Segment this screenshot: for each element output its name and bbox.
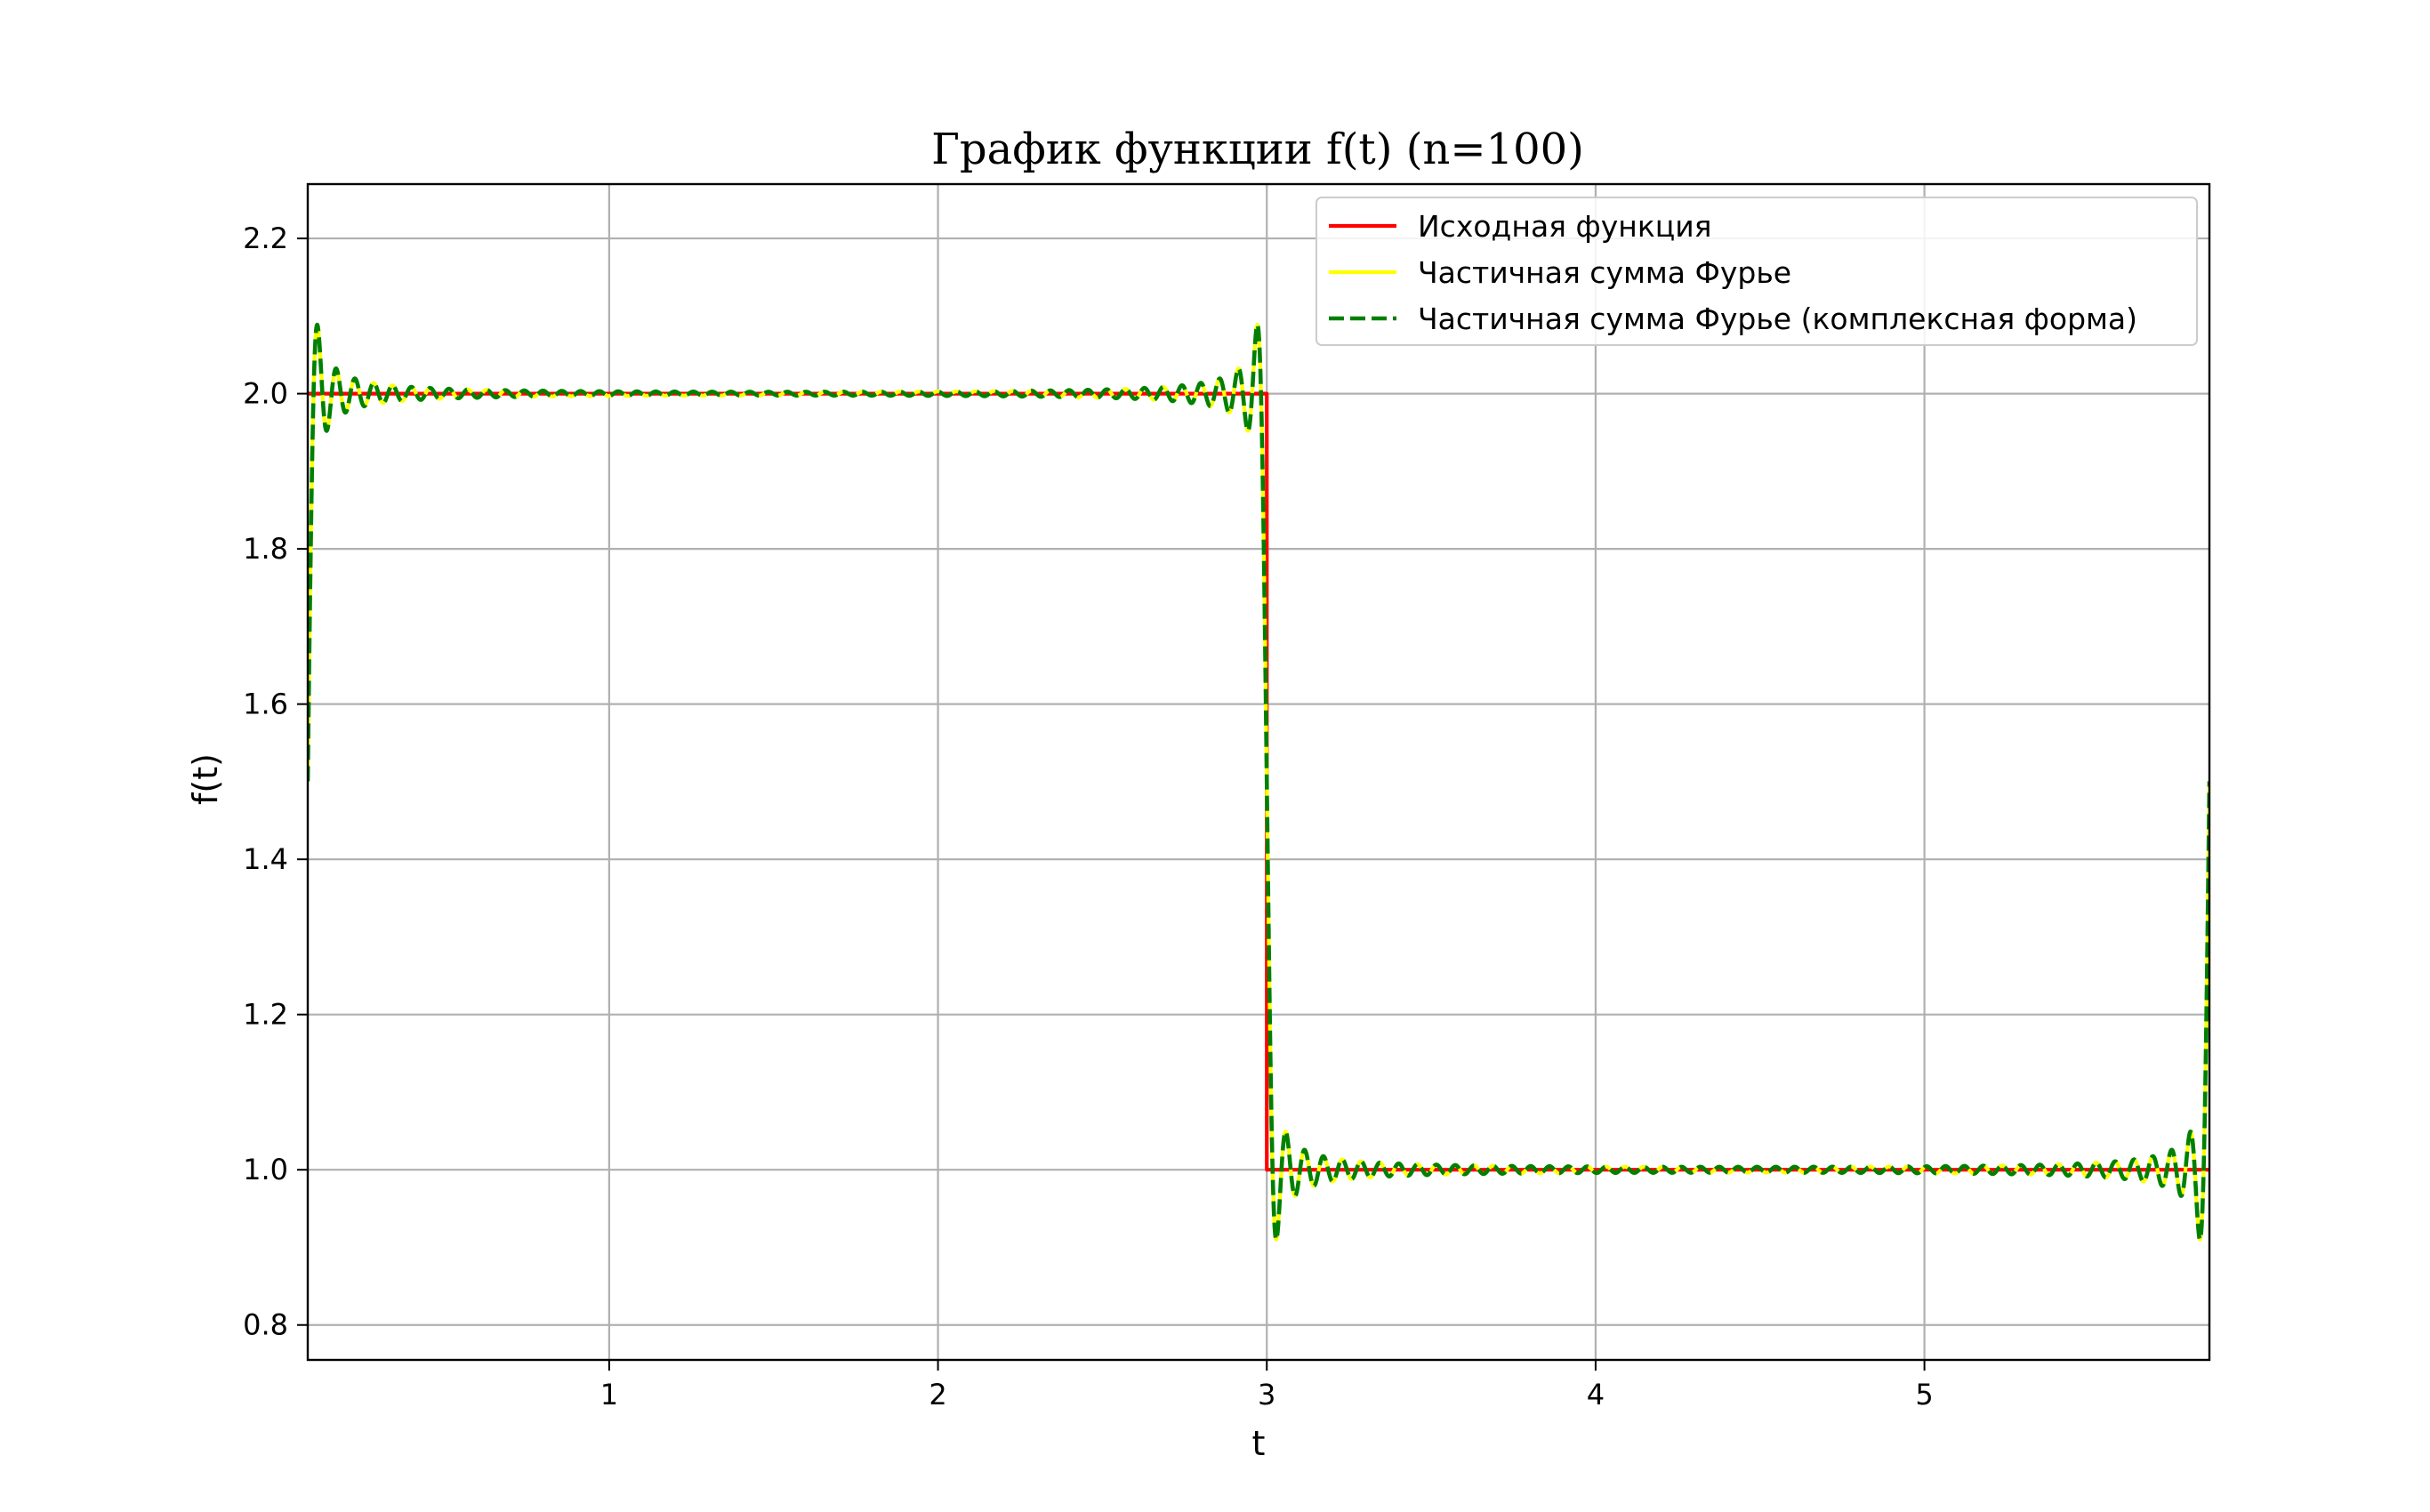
plot-area: 1 2 3 4 5 0.8 1.0 1.2 1.4 1.6 1.8 2.0 2.2 Исходная фу… [243, 182, 2211, 1411]
x-tick-label-3: 3 [1258, 1378, 1275, 1411]
series-group [308, 322, 2209, 1243]
x-tick-label-1: 1 [600, 1378, 618, 1411]
y-axis-label: f(t) [186, 753, 225, 805]
x-tick-label-2: 2 [929, 1378, 946, 1411]
series-line-3 [308, 322, 2209, 1243]
y-tick-label-1: 0.8 [243, 1308, 288, 1342]
legend: Исходная функция Частичная сумма Фурье Час… [1316, 197, 2198, 346]
legend-label-2: Частичная сумма Фурье [1418, 255, 1791, 290]
x-tick-label-4: 4 [1587, 1378, 1605, 1411]
legend-box [1316, 197, 2198, 346]
x-tick-label-5: 5 [1915, 1378, 1933, 1411]
y-tick-label-6: 1.8 [243, 532, 288, 566]
legend-label-1: Исходная функция [1418, 209, 1712, 244]
y-tick-label-4: 1.4 [243, 842, 288, 876]
y-tick-label-3: 1.2 [243, 998, 288, 1032]
y-tick-label-8: 2.2 [243, 221, 288, 255]
legend-label-3: Частичная сумма Фурье (комплексная форма… [1418, 302, 2137, 336]
x-axis-label: t [1252, 1424, 1266, 1463]
y-tick-label-7: 2.0 [243, 377, 288, 411]
plot-frame [306, 182, 2211, 1362]
y-tick-label-5: 1.6 [243, 688, 288, 721]
chart-title: График функции f(t) (n=100) [931, 125, 1584, 174]
y-tick-label-2: 1.0 [243, 1153, 288, 1186]
